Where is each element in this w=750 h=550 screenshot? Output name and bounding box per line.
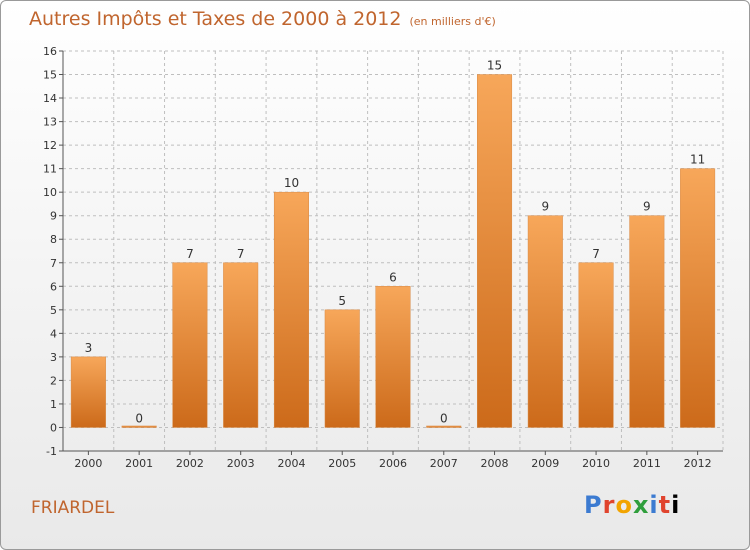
bar xyxy=(527,215,563,428)
logo-letter: t xyxy=(658,491,672,519)
logo-letter: x xyxy=(632,491,650,519)
bar xyxy=(324,309,360,428)
bar xyxy=(223,262,259,428)
bar xyxy=(172,262,208,428)
y-tick-label: 16 xyxy=(43,45,57,58)
chart-subtitle: (en milliers d'€) xyxy=(409,15,496,28)
value-label: 0 xyxy=(135,411,143,425)
bar xyxy=(273,191,309,428)
y-tick-label: 9 xyxy=(50,210,57,223)
y-tick-label: 6 xyxy=(50,280,57,293)
y-tick-label: 5 xyxy=(50,304,57,317)
x-tick-label: 2001 xyxy=(125,457,153,470)
bar xyxy=(121,425,157,428)
logo-letter: i xyxy=(649,491,659,519)
x-tick-label: 2008 xyxy=(481,457,509,470)
y-tick-label: -1 xyxy=(46,445,57,458)
chart-title-block: Autres Impôts et Taxes de 2000 à 2012 (en… xyxy=(29,8,496,30)
x-tick-label: 2010 xyxy=(582,457,610,470)
bar xyxy=(629,215,665,428)
x-tick-label: 2011 xyxy=(633,457,661,470)
value-label: 9 xyxy=(643,200,651,214)
y-tick-label: 13 xyxy=(43,116,57,129)
value-label: 0 xyxy=(440,411,448,425)
y-tick-label: 14 xyxy=(43,92,57,105)
x-tick-label: 2012 xyxy=(684,457,712,470)
x-tick-label: 2006 xyxy=(379,457,407,470)
x-tick-label: 2003 xyxy=(227,457,255,470)
value-label: 3 xyxy=(85,341,93,355)
bar xyxy=(477,74,513,428)
y-tick-label: 15 xyxy=(43,69,57,82)
value-labels: 3 0 7 7 10 5 6 0 15 9 7 9 11 xyxy=(85,59,706,426)
value-label: 7 xyxy=(237,247,245,261)
logo-letter: i xyxy=(671,491,681,519)
y-tick-label: 8 xyxy=(50,233,57,246)
x-tick-label: 2007 xyxy=(430,457,458,470)
y-tick-label: 2 xyxy=(50,374,57,387)
proxiti-logo: Proxiti xyxy=(584,491,680,519)
x-tick-label: 2002 xyxy=(176,457,204,470)
y-tick-label: 1 xyxy=(50,398,57,411)
logo-letter: r xyxy=(602,491,616,519)
logo-letter: P xyxy=(584,491,603,519)
y-tick-label: 11 xyxy=(43,163,57,176)
y-tick-label: 7 xyxy=(50,257,57,270)
y-tick-label: 3 xyxy=(50,351,57,364)
x-tick-label: 2004 xyxy=(277,457,305,470)
bar xyxy=(426,425,462,428)
value-label: 7 xyxy=(186,247,194,261)
bar xyxy=(375,286,411,428)
x-tick-label: 2009 xyxy=(531,457,559,470)
commune-name: FRIARDEL xyxy=(31,498,115,518)
y-tick-label: 0 xyxy=(50,421,57,434)
y-tick-label: 4 xyxy=(50,327,57,340)
value-label: 11 xyxy=(690,153,705,167)
value-label: 9 xyxy=(541,200,549,214)
value-label: 6 xyxy=(389,270,397,284)
x-tick-label: 2005 xyxy=(328,457,356,470)
bar xyxy=(70,356,106,428)
bar xyxy=(578,262,614,428)
bar xyxy=(680,168,716,428)
x-tick-label: 2000 xyxy=(74,457,102,470)
y-tick-label: 12 xyxy=(43,139,57,152)
y-tick-label: 10 xyxy=(43,186,57,199)
value-label: 15 xyxy=(487,59,502,73)
bars xyxy=(70,74,716,428)
value-label: 5 xyxy=(338,294,346,308)
chart-title: Autres Impôts et Taxes de 2000 à 2012 xyxy=(29,8,402,30)
value-label: 7 xyxy=(592,247,600,261)
value-label: 10 xyxy=(284,176,299,190)
logo-letter: o xyxy=(615,491,633,519)
